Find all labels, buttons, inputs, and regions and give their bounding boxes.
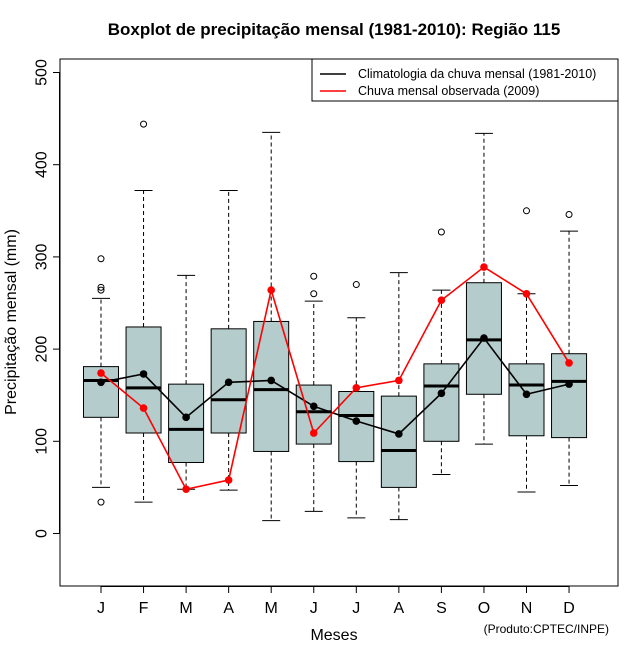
series-climatology — [97, 334, 573, 438]
series-point-observed — [267, 286, 276, 294]
box-iqr — [338, 391, 375, 463]
x-tick-label: D — [563, 600, 575, 617]
series-point-climatology — [224, 378, 233, 387]
outlier-point — [437, 228, 445, 236]
box-iqr — [508, 363, 545, 437]
box-j-6 — [338, 281, 375, 519]
series-point-observed — [97, 369, 105, 377]
y-tick-label: 0 — [34, 529, 51, 538]
series-line-climatology — [100, 336, 570, 435]
y-tick-label: 300 — [34, 243, 51, 270]
series-point-observed — [139, 404, 148, 412]
series-point-climatology — [309, 402, 318, 411]
x-tick-label: S — [436, 600, 447, 617]
outlier-point — [352, 281, 360, 289]
series-point-observed — [437, 296, 446, 305]
x-tick-label: J — [97, 600, 105, 617]
y-axis: 0 100 200 300 400 500 — [34, 59, 60, 538]
box-o-9 — [465, 132, 502, 445]
box-m-2 — [168, 274, 205, 490]
outlier-point — [97, 498, 105, 506]
outlier-point — [97, 286, 105, 294]
x-tick-label: A — [394, 600, 405, 617]
series-point-climatology — [480, 334, 488, 342]
chart-title: Boxplot de precipitação mensal (1981-201… — [108, 20, 561, 39]
box-m-4 — [253, 131, 290, 522]
x-axis-label: Meses — [310, 627, 357, 644]
box-iqr — [551, 353, 588, 439]
x-tick-label: M — [179, 600, 192, 617]
series-observed — [97, 263, 573, 494]
outlier-point — [565, 210, 573, 218]
box-f-1 — [125, 120, 162, 503]
series-point-climatology — [565, 380, 573, 388]
series-point-climatology — [97, 378, 105, 387]
box-n-10 — [508, 207, 545, 493]
x-tick-label: F — [139, 600, 149, 617]
x-tick-label: A — [223, 600, 234, 617]
outlier-point — [97, 283, 105, 291]
x-tick-label: O — [478, 600, 490, 617]
y-tick-label: 200 — [34, 336, 51, 363]
y-tick-label: 400 — [34, 151, 51, 178]
series-line-observed — [100, 266, 570, 491]
legend: Climatologia da chuva mensal (1981-2010)… — [311, 58, 619, 102]
outlier-point — [97, 255, 105, 263]
outlier-point — [310, 272, 318, 280]
series-point-climatology — [139, 370, 148, 378]
box-a-3 — [210, 190, 247, 491]
outlier-point — [140, 120, 148, 128]
credit-text: (Produto:CPTEC/INPE) — [484, 622, 609, 636]
box-a-7 — [380, 272, 417, 521]
x-tick-label: N — [521, 600, 533, 617]
box-iqr — [380, 395, 417, 488]
x-tick-label: J — [352, 600, 360, 617]
series-layer — [97, 263, 573, 494]
x-tick-label: M — [265, 600, 278, 617]
outlier-point — [523, 207, 530, 215]
legend-label-observed: Chuva mensal observada (2009) — [358, 84, 539, 98]
box-iqr — [168, 383, 205, 464]
series-point-climatology — [522, 390, 531, 399]
y-axis-label: Precipitação mensal (mm) — [3, 229, 20, 415]
series-point-climatology — [267, 376, 276, 385]
series-point-observed — [309, 429, 318, 437]
series-point-climatology — [395, 430, 403, 438]
box-d-11 — [551, 210, 588, 487]
outlier-point — [310, 290, 318, 298]
series-point-observed — [182, 485, 190, 494]
box-iqr — [125, 326, 162, 434]
series-point-climatology — [437, 389, 446, 398]
y-tick-label: 500 — [34, 59, 51, 86]
box-iqr — [253, 320, 290, 452]
series-point-observed — [480, 263, 488, 271]
box-s-8 — [423, 228, 460, 475]
series-point-observed — [522, 289, 531, 298]
series-point-observed — [352, 384, 361, 392]
legend-label-climatology: Climatologia da chuva mensal (1981-2010) — [358, 67, 596, 81]
series-point-climatology — [352, 417, 361, 425]
series-point-observed — [565, 359, 573, 367]
series-point-observed — [395, 376, 403, 385]
boxes-layer — [83, 120, 588, 522]
series-point-observed — [224, 476, 233, 484]
y-tick-label: 100 — [34, 428, 51, 455]
x-tick-label: J — [310, 600, 318, 617]
plot-frame — [59, 58, 619, 587]
legend-box — [311, 58, 619, 102]
box-iqr — [423, 363, 460, 442]
series-point-climatology — [182, 413, 190, 422]
